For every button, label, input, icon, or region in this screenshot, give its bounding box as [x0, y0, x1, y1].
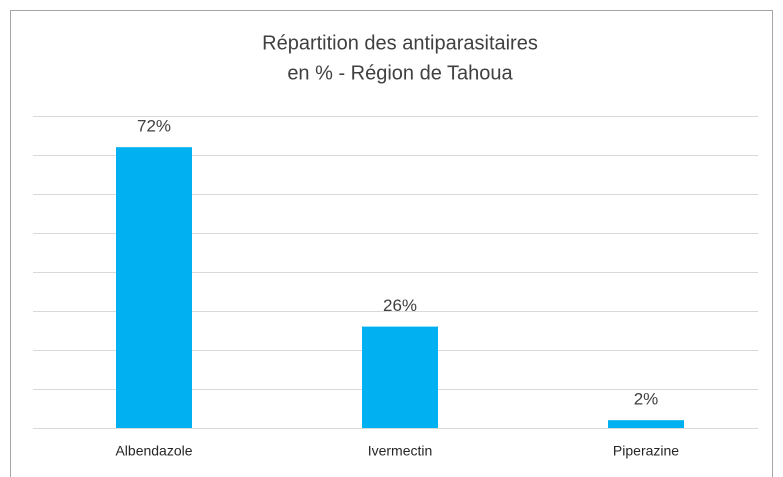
data-label: 72% — [137, 117, 171, 136]
bar — [362, 326, 438, 428]
x-tick-label: Albendazole — [115, 443, 192, 459]
x-tick-label: Piperazine — [613, 443, 679, 459]
x-tick-label: Ivermectin — [368, 443, 433, 459]
chart-title: en % - Région de Tahoua — [287, 62, 513, 84]
data-label: 2% — [634, 390, 659, 409]
chart-title: Répartition des antiparasitaires — [262, 32, 538, 54]
bar — [116, 147, 192, 428]
data-label: 26% — [383, 296, 417, 315]
chart-border — [10, 10, 773, 477]
bar — [608, 420, 684, 428]
